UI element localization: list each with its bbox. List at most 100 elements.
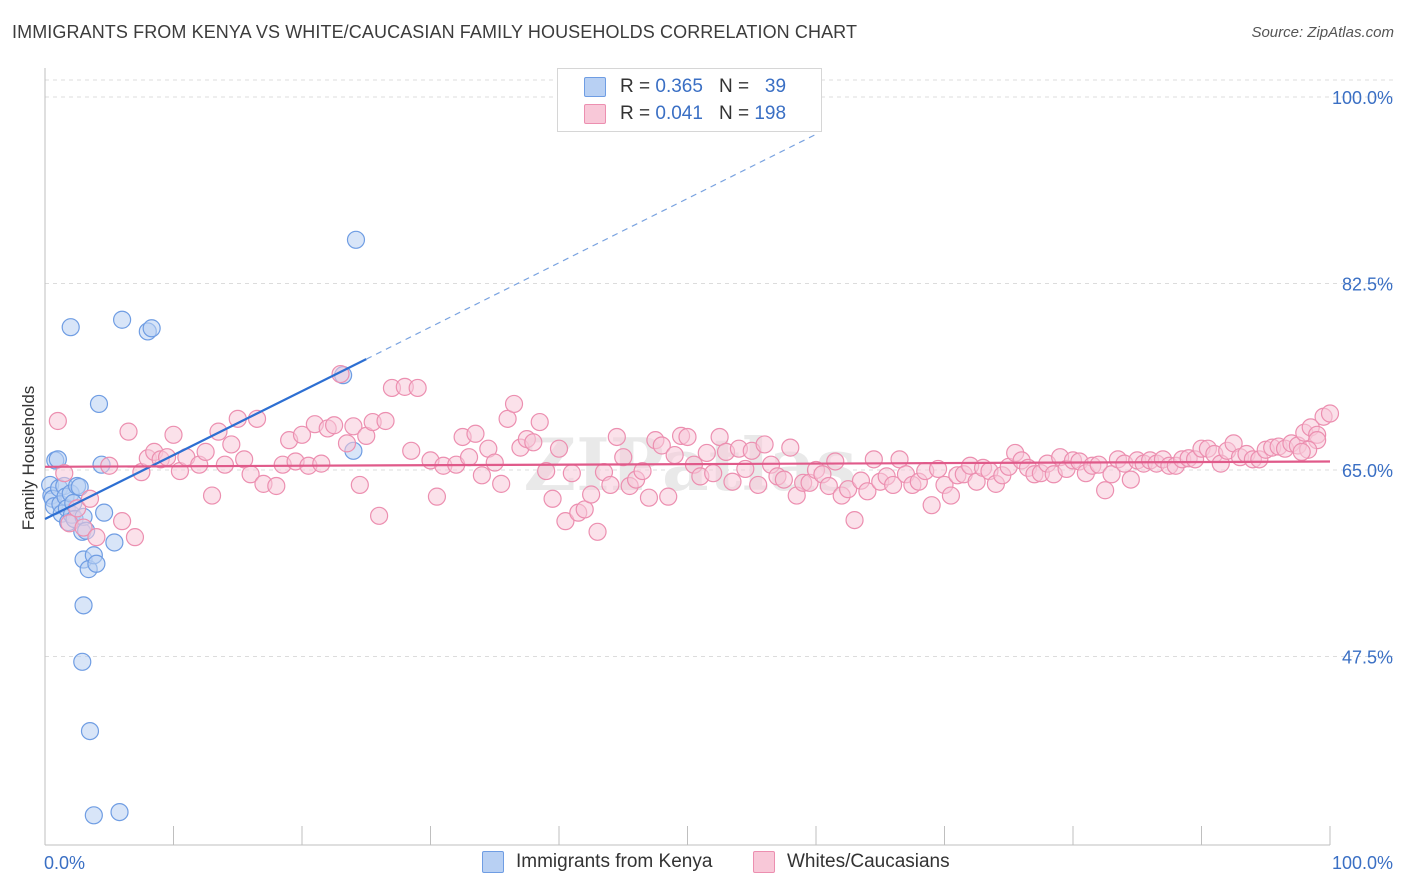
kenya-point-29: [95, 503, 114, 522]
white-point-24: [222, 435, 241, 454]
white-point-64: [504, 394, 524, 414]
white-point-107: [781, 438, 800, 457]
white-point-106: [774, 470, 793, 489]
white-point-21: [202, 486, 222, 505]
white-point-47: [376, 411, 395, 431]
bottom-legend-white: Whites/Caucasians: [753, 851, 950, 873]
stats-legend: R = 0.365 N = 39 R = 0.041 N = 198: [557, 68, 822, 132]
white-point-73: [562, 464, 581, 483]
bottom-kenya-label: Immigrants from Kenya: [516, 851, 713, 872]
white-point-39: [325, 416, 344, 435]
white-point-51: [408, 378, 427, 398]
white-point-119: [858, 482, 877, 501]
white-point-0: [48, 411, 67, 431]
white-point-34: [292, 425, 312, 444]
white-point-129: [922, 496, 941, 515]
white-point-41: [337, 434, 357, 453]
white-point-50: [402, 441, 421, 460]
kenya-point-38: [110, 802, 129, 822]
white-point-155: [1089, 455, 1108, 474]
kenya-r-label: R =: [620, 76, 651, 97]
white-point-84: [633, 461, 652, 481]
y-tick-label-3: 100.0%: [1332, 88, 1393, 108]
kenya-point-26: [87, 554, 106, 573]
white-point-8: [112, 512, 132, 531]
white-point-191: [1320, 404, 1340, 423]
white-point-117: [845, 510, 864, 530]
white-point-77: [588, 522, 607, 541]
white-point-70: [543, 489, 562, 508]
white-point-95: [704, 464, 723, 483]
white-point-113: [819, 476, 838, 496]
white-point-30: [267, 476, 286, 496]
white-trendline: [44, 460, 1331, 468]
white-point-1: [55, 464, 74, 483]
legend-row-kenya: R = 0.365 N = 39: [584, 75, 786, 99]
bottom-kenya-swatch: [482, 851, 504, 873]
white-point-130: [928, 459, 948, 479]
y-tick-label-0: 47.5%: [1342, 648, 1393, 668]
white-point-120: [864, 450, 883, 469]
white-point-194: [1292, 442, 1311, 461]
white-point-23: [215, 455, 234, 474]
white-point-88: [659, 487, 678, 506]
white-point-42: [344, 417, 363, 436]
white-n-label: N =: [718, 103, 750, 124]
white-point-132: [941, 486, 961, 505]
y-axis-title: Family Households: [19, 386, 38, 531]
white-point-43: [350, 475, 369, 495]
kenya-point-37: [84, 806, 103, 825]
y-tick-label-2: 82.5%: [1342, 275, 1393, 295]
white-point-69: [537, 461, 556, 481]
white-swatch: [584, 104, 606, 124]
kenya-point-33: [142, 319, 161, 338]
kenya-n-value: 39: [764, 76, 787, 97]
white-point-68: [530, 412, 549, 432]
x-tick-label-1: 100.0%: [1332, 853, 1393, 873]
white-n-value: 198: [754, 103, 787, 124]
source-label: Source: ZipAtlas.com: [1251, 24, 1394, 41]
white-point-98: [723, 472, 742, 491]
white-point-85: [639, 488, 659, 507]
bottom-white-label: Whites/Caucasians: [787, 851, 950, 872]
kenya-point-17: [61, 318, 80, 337]
bottom-legend-kenya: Immigrants from Kenya: [482, 851, 712, 873]
white-point-156: [1096, 481, 1115, 500]
white-point-25: [228, 409, 247, 428]
white-point-59: [472, 466, 491, 485]
kenya-point-27: [89, 394, 109, 414]
kenya-point-31: [112, 310, 132, 329]
y-tick-label-1: 65.0%: [1342, 461, 1393, 481]
white-point-6: [87, 528, 106, 547]
kenya-point-35: [73, 652, 92, 671]
white-point-20: [196, 442, 215, 461]
white-point-10: [125, 528, 145, 547]
kenya-point-41: [346, 230, 366, 249]
white-point-67: [524, 433, 543, 452]
white-r-label: R =: [620, 103, 651, 124]
white-point-102: [749, 475, 768, 495]
kenya-r-value: 0.365: [655, 76, 703, 97]
white-point-37: [312, 454, 331, 473]
kenya-swatch: [584, 77, 606, 97]
bottom-white-swatch: [753, 851, 775, 873]
kenya-point-34: [74, 596, 93, 615]
white-point-81: [614, 448, 633, 467]
white-point-80: [607, 427, 626, 447]
white-point-46: [370, 506, 389, 525]
white-point-94: [697, 443, 716, 463]
kenya-point-36: [80, 721, 100, 741]
white-point-116: [839, 480, 858, 499]
white-point-89: [665, 445, 684, 465]
white-point-57: [459, 448, 479, 467]
white-point-58: [466, 424, 485, 443]
white-point-72: [556, 512, 575, 531]
white-point-4: [74, 518, 93, 537]
white-point-16: [164, 425, 183, 444]
white-point-61: [485, 453, 504, 472]
white-point-62: [492, 474, 511, 493]
kenya-point-19: [70, 477, 89, 497]
white-point-53: [427, 487, 447, 506]
white-point-91: [678, 427, 697, 447]
